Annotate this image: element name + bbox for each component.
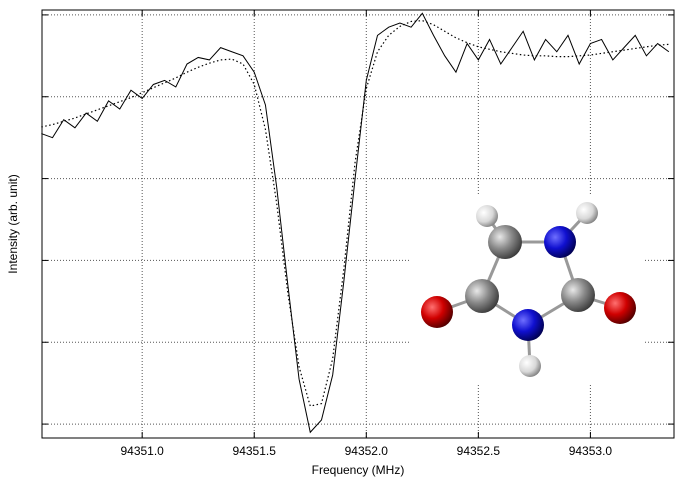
atom-n xyxy=(544,226,576,258)
atom-c xyxy=(465,279,499,313)
atom-c xyxy=(561,278,595,312)
x-tick-label: 94352.0 xyxy=(345,444,389,458)
x-tick-label: 94351.0 xyxy=(120,444,164,458)
y-axis-label: Intensity (arb. unit) xyxy=(6,174,20,273)
atom-n xyxy=(512,309,544,341)
chart: Frequency (MHz) Intensity (arb. unit) 94… xyxy=(0,0,675,481)
atom-o xyxy=(421,296,453,328)
x-axis-label: Frequency (MHz) xyxy=(312,463,405,477)
x-tick-label: 94353.0 xyxy=(569,444,613,458)
atom-o xyxy=(604,292,636,324)
atom-c xyxy=(488,225,522,259)
atom-h xyxy=(476,205,498,227)
x-tick-label: 94351.5 xyxy=(233,444,277,458)
atom-h xyxy=(576,202,598,224)
atom-h xyxy=(519,355,541,377)
x-tick-label: 94352.5 xyxy=(457,444,501,458)
page: Frequency (MHz) Intensity (arb. unit) 94… xyxy=(0,0,675,481)
